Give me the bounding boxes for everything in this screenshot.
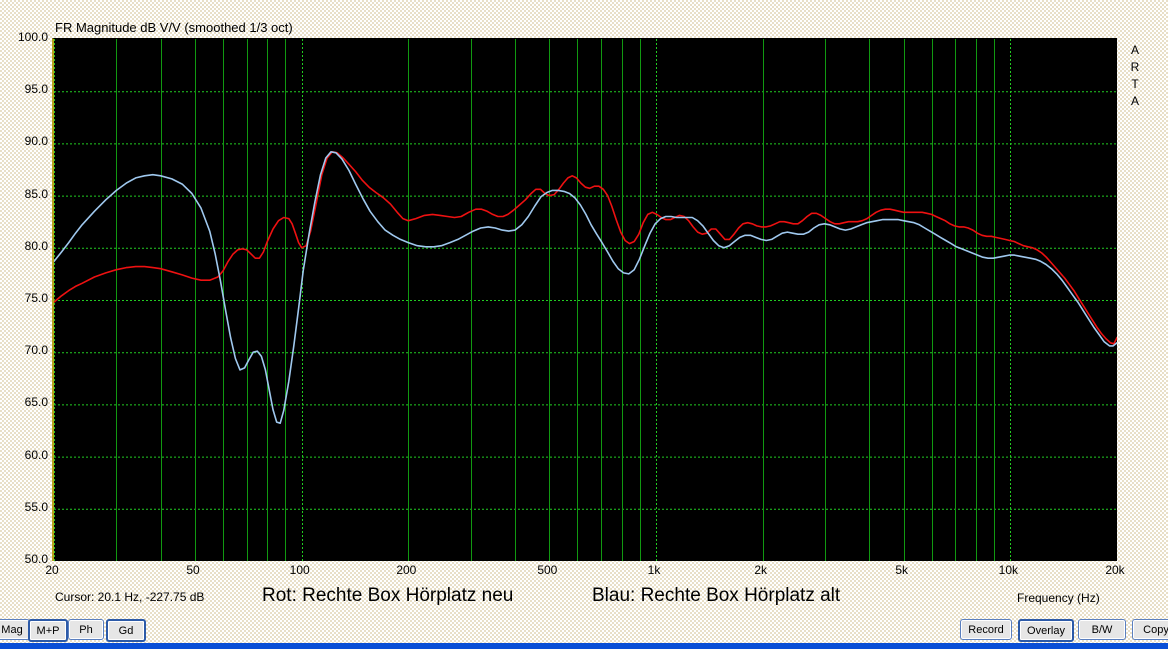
x-axis: 20 50 100 200 500 1k 2k 5k 10k 20k: [0, 563, 1168, 581]
x-axis-tick-label: 50: [186, 563, 200, 577]
toolbar-button-gd[interactable]: Gd: [106, 619, 146, 642]
toolbar-button-record[interactable]: Record: [960, 619, 1012, 640]
x-axis-tick-label: 1k: [647, 563, 661, 577]
y-axis: 100.0 95.0 90.0 85.0 80.0 75.0 70.0 65.0 60.0 55.…: [0, 30, 48, 566]
y-axis-tick-label: 85.0: [24, 186, 48, 201]
arta-letter: R: [1130, 60, 1140, 74]
arta-letter: A: [1130, 94, 1139, 108]
y-axis-tick-label: 60.0: [24, 447, 48, 462]
x-axis-tick-label: 200: [396, 563, 417, 577]
y-axis-tick-label: 55.0: [24, 499, 48, 514]
y-axis-tick-label: 75.0: [24, 291, 48, 305]
x-axis-tick-label: 5k: [895, 563, 908, 577]
legend-entry-red: Rot: Rechte Box Hörplatz neu: [262, 585, 514, 606]
y-axis-tick-label: 70.0: [24, 343, 48, 358]
toolbar-button-overlay[interactable]: Overlay: [1018, 619, 1074, 642]
y-axis-tick-label: 80.0: [24, 238, 48, 253]
y-axis-tick-label: 95.0: [24, 82, 48, 97]
plot-title: FR Magnitude dB V/V (smoothed 1/3 oct): [55, 20, 293, 35]
arta-watermark: A R T A: [1126, 42, 1144, 110]
x-axis-tick-label: 2k: [754, 563, 767, 577]
window-bottom-bar: [0, 643, 1168, 649]
arta-letter: T: [1131, 77, 1139, 91]
legend-entry-blue: Blau: Rechte Box Hörplatz alt: [592, 585, 841, 606]
toolbar-button-copy[interactable]: Copy: [1132, 619, 1168, 640]
cursor-readout: Cursor: 20.1 Hz, -227.75 dB: [55, 590, 205, 604]
x-axis-tick-label: 500: [537, 563, 558, 577]
y-axis-tick-label: 90.0: [24, 134, 48, 149]
y-axis-tick-label: 50.0: [24, 552, 48, 566]
curves-layer: [54, 151, 1117, 425]
x-axis-tick-label: 20k: [1105, 563, 1125, 577]
x-axis-tick-label: 20: [45, 563, 59, 577]
grid-layer: [54, 39, 1117, 561]
toolbar-button-b-w[interactable]: B/W: [1078, 619, 1126, 640]
y-axis-tick-label: 65.0: [24, 395, 48, 410]
arta-letter: A: [1130, 43, 1139, 57]
toolbar-button-ph[interactable]: Ph: [68, 619, 104, 640]
toolbar-button-mag[interactable]: Mag: [0, 619, 30, 640]
y-axis-tick-label: 100.0: [17, 30, 48, 44]
plot-area[interactable]: [52, 38, 1117, 561]
x-axis-title: Frequency (Hz): [1017, 591, 1100, 605]
toolbar-button-m-p[interactable]: M+P: [28, 619, 68, 642]
x-axis-tick-label: 100: [289, 563, 310, 577]
x-axis-tick-label: 10k: [998, 563, 1019, 577]
bottom-toolbar: Mag M+P Ph Gd Record Overlay B/W Copy: [0, 617, 1168, 643]
